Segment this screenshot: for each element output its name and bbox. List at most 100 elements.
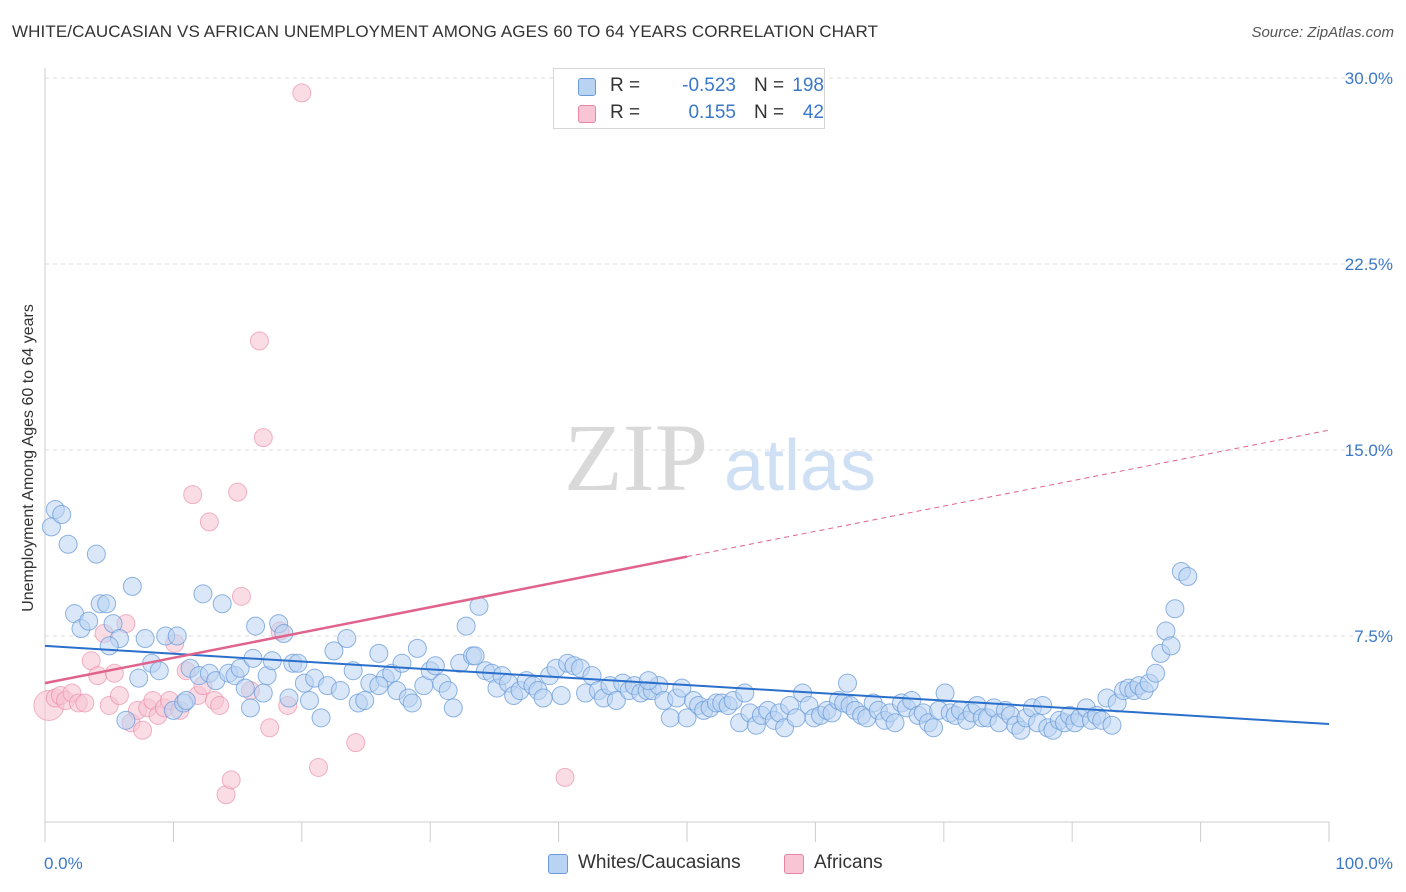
whites-point xyxy=(343,661,363,681)
pink-swatch xyxy=(784,854,804,874)
y-axis-label: Unemployment Among Ages 60 to 64 years xyxy=(20,304,37,612)
africans-trendline-extension xyxy=(686,429,1330,558)
r-label: R = xyxy=(610,75,641,96)
whites-point xyxy=(533,688,553,708)
whites-point xyxy=(443,698,463,718)
whites-point xyxy=(116,710,136,730)
legend-label: Whites/Caucasians xyxy=(578,852,741,873)
whites-point xyxy=(330,681,350,701)
africans-point xyxy=(308,757,328,777)
africans-point xyxy=(228,482,248,502)
whites-point xyxy=(176,690,196,710)
whites-point xyxy=(235,678,255,698)
whites-point xyxy=(99,636,119,656)
whites-point xyxy=(86,544,106,564)
blue-swatch xyxy=(578,78,596,96)
trendlines xyxy=(44,429,1330,726)
x-tick-label: 0.0% xyxy=(44,854,83,873)
whites-point xyxy=(122,576,142,596)
whites-point xyxy=(924,718,944,738)
whites-points xyxy=(41,500,1198,740)
whites-point xyxy=(402,693,422,713)
x-tick-label: 100.0% xyxy=(1335,854,1393,873)
whites-point xyxy=(300,690,320,710)
whites-point xyxy=(246,616,266,636)
whites-point xyxy=(407,638,427,658)
r-label: R = xyxy=(610,102,641,123)
whites-point xyxy=(79,611,99,631)
y-tick-label: 7.5% xyxy=(1354,627,1393,646)
y-tick-labels: 7.5% 15.0% 22.5% 30.0% xyxy=(1345,69,1393,646)
watermark: ZIP atlas xyxy=(564,404,876,511)
whites-point xyxy=(1178,566,1198,586)
blue-swatch xyxy=(548,854,568,874)
whites-point xyxy=(935,683,955,703)
africans-trendline xyxy=(44,555,688,685)
whites-point xyxy=(369,643,389,663)
africans-point xyxy=(109,686,129,706)
whites-point xyxy=(735,683,755,703)
x-tick-labels: 0.0% 100.0% xyxy=(44,854,1393,873)
n-label: N = xyxy=(754,75,785,96)
correlation-legend: R = -0.523 N = 198 R = 0.155 N = 42 xyxy=(553,68,825,129)
watermark-zip: ZIP xyxy=(564,404,708,511)
y-tick-label: 22.5% xyxy=(1345,255,1393,274)
africans-point xyxy=(555,767,575,787)
whites-point xyxy=(52,504,72,524)
africans-point xyxy=(183,485,203,505)
whites-point xyxy=(465,646,485,666)
whites-point xyxy=(838,673,857,693)
whites-point xyxy=(1161,636,1181,656)
africans-point xyxy=(221,770,241,790)
whites-point xyxy=(193,584,213,604)
africans-point xyxy=(346,733,366,753)
n-value: 42 xyxy=(802,102,824,123)
y-tick-label: 30.0% xyxy=(1345,69,1393,88)
whites-point xyxy=(551,686,571,706)
chart-title: WHITE/CAUCASIAN VS AFRICAN UNEMPLOYMENT … xyxy=(12,22,879,41)
whites-point xyxy=(230,658,250,678)
whites-point xyxy=(135,628,155,648)
whites-point xyxy=(606,690,626,710)
whites-point xyxy=(392,653,412,673)
whites-point xyxy=(369,676,389,696)
whites-point xyxy=(1102,715,1122,735)
whites-point xyxy=(279,688,299,708)
pink-swatch xyxy=(578,105,596,123)
whites-point xyxy=(129,668,149,688)
whites-point xyxy=(1165,599,1185,619)
africans-point xyxy=(133,720,153,740)
whites-point xyxy=(1146,663,1166,683)
africans-point xyxy=(260,718,280,738)
africans-point xyxy=(88,666,108,686)
whites-trendline xyxy=(44,644,1330,726)
africans-point xyxy=(292,83,312,103)
africans-point xyxy=(253,428,273,448)
africans-point xyxy=(199,512,219,532)
whites-point xyxy=(438,681,458,701)
africans-point xyxy=(249,331,269,351)
africans-point xyxy=(231,586,251,606)
africans-point xyxy=(75,693,95,713)
n-label: N = xyxy=(754,102,785,123)
r-value: -0.523 xyxy=(682,75,736,96)
whites-point xyxy=(456,616,476,636)
whites-point xyxy=(311,708,331,728)
y-tick-label: 15.0% xyxy=(1345,441,1393,460)
whites-point xyxy=(240,698,260,718)
whites-point xyxy=(660,708,680,728)
whites-point xyxy=(677,708,697,728)
whites-point xyxy=(274,624,294,644)
legend-label: Africans xyxy=(814,852,883,873)
africans-point xyxy=(210,695,230,715)
whites-point xyxy=(167,626,187,646)
watermark-atlas: atlas xyxy=(724,426,876,506)
whites-point xyxy=(212,594,232,614)
whites-point xyxy=(324,641,344,661)
whites-point xyxy=(253,683,273,703)
source-label: Source: ZipAtlas.com xyxy=(1251,24,1394,41)
whites-point xyxy=(149,661,169,681)
whites-point xyxy=(337,628,357,648)
whites-point xyxy=(638,671,658,691)
